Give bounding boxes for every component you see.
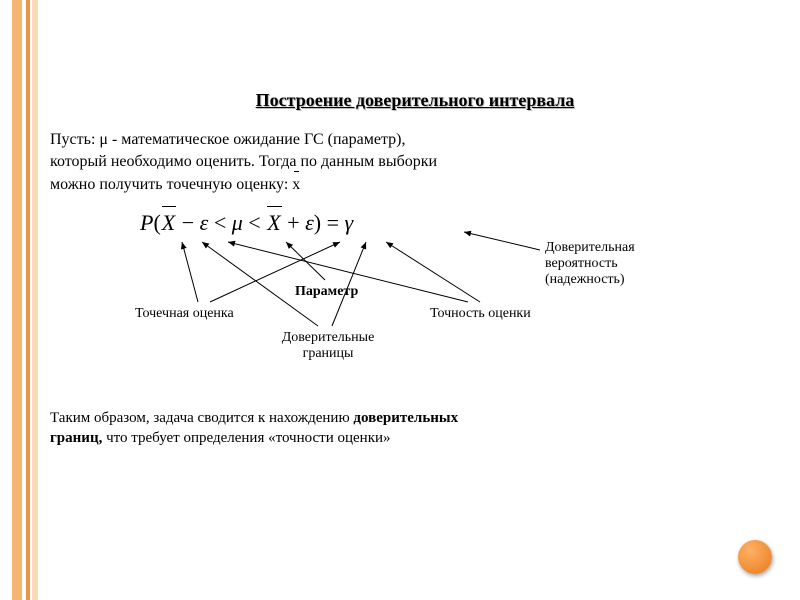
content-area: Построение доверительного интервала Пуст… (50, 10, 780, 590)
x-bar-symbol-small: x (292, 172, 300, 196)
label-confidence-prob-l2: вероятность (545, 256, 618, 271)
label-confidence-bounds-text: Доверительные границы (282, 330, 375, 361)
outro-l2-rest: что требует определения «точности оценки… (106, 430, 390, 446)
outro-l1-bold: доверительных (353, 410, 458, 426)
label-confidence-prob-l1: Доверительная (545, 240, 635, 255)
diagram: P(X − ε < μ < X + ε) = γ Параметр Точечн… (50, 208, 780, 378)
arrows-svg (50, 208, 780, 378)
page-title: Построение доверительного интервала (50, 90, 780, 111)
intro-paragraph: Пусть: μ - математическое ожидание ГС (п… (50, 129, 780, 196)
accent-bar-1 (12, 0, 22, 600)
page: Построение доверительного интервала Пуст… (0, 0, 800, 600)
intro-line-1: Пусть: μ - математическое ожидание ГС (п… (50, 131, 406, 148)
label-point-estimate: Точечная оценка (135, 306, 234, 322)
intro-line-3-prefix: можно получить точечную оценку: (50, 176, 292, 193)
label-parameter: Параметр (295, 284, 358, 300)
accent-bar-3 (32, 0, 38, 600)
outro-l1-prefix: Таким образом, задача сводится к нахожде… (50, 410, 353, 426)
nav-dot-icon[interactable] (738, 540, 772, 574)
outro-l2-bold: границ, (50, 430, 106, 446)
label-confidence-prob: Доверительная вероятность (надежность) (545, 240, 635, 288)
label-confidence-bounds: Доверительные границы (268, 330, 388, 362)
intro-line-2: который необходимо оценить. Тогда по дан… (50, 153, 437, 170)
x-bar-letter: x (292, 176, 300, 193)
outro-paragraph: Таким образом, задача сводится к нахожде… (50, 408, 780, 449)
label-accuracy: Точность оценки (430, 306, 531, 322)
label-confidence-prob-l3: (надежность) (545, 272, 625, 287)
